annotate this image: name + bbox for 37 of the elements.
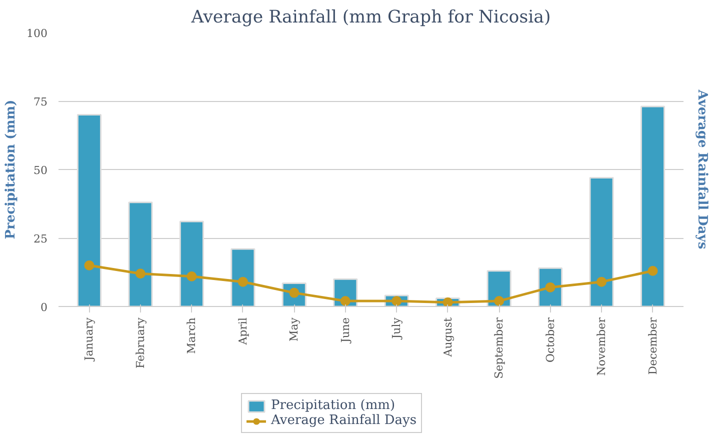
y-tick-label: 0 xyxy=(40,301,48,314)
bar xyxy=(589,176,614,306)
point xyxy=(442,297,453,306)
y-axis-title: Precipitation (mm) xyxy=(4,100,19,240)
bar xyxy=(640,106,666,306)
point xyxy=(596,276,607,287)
point xyxy=(84,260,94,270)
legend-label: Precipitation (mm) xyxy=(271,398,396,413)
y2-axis-title: Average Rainfall Days xyxy=(694,88,710,250)
point xyxy=(494,296,504,306)
x-tick-label: July xyxy=(390,316,404,340)
y-tick-label: 100 xyxy=(26,27,48,40)
x-tick-label: January xyxy=(82,316,96,362)
x-tick-label: April xyxy=(236,317,250,346)
x-tick-label: November xyxy=(595,316,608,376)
bar xyxy=(179,220,204,306)
point xyxy=(238,276,248,287)
x-tick-label: March xyxy=(185,317,198,354)
chart-title: Average Rainfall (mm Graph for Nicosia) xyxy=(190,8,551,28)
x-tick-label: October xyxy=(544,316,557,363)
point xyxy=(648,266,658,276)
point xyxy=(186,271,197,282)
x-tick-label: September xyxy=(492,316,506,379)
bar xyxy=(230,248,256,306)
x-tick-label: August xyxy=(441,316,454,358)
point xyxy=(340,296,350,306)
legend-label: Average Rainfall Days xyxy=(271,413,417,428)
bar xyxy=(76,114,102,306)
y-tick-label: 25 xyxy=(34,232,48,246)
x-tick-label: June xyxy=(338,317,352,344)
x-tick-label: February xyxy=(134,316,147,368)
x-tick-label: May xyxy=(288,316,301,342)
y-tick-label: 50 xyxy=(34,164,48,177)
bar xyxy=(128,202,153,306)
point xyxy=(135,268,146,279)
x-tick-label: December xyxy=(646,316,660,375)
y-tick-label: 75 xyxy=(34,96,48,108)
